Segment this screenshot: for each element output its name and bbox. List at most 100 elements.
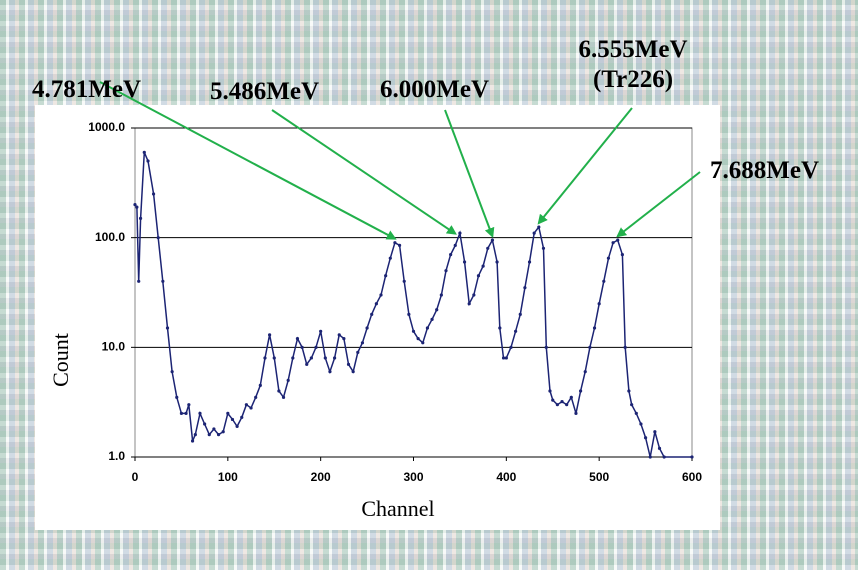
data-point: [490, 238, 495, 242]
data-point: [258, 383, 262, 387]
data-point: [190, 439, 195, 443]
data-point: [356, 350, 360, 354]
data-point: [560, 400, 564, 404]
data-point: [690, 455, 694, 459]
data-point: [179, 411, 184, 415]
data-point: [648, 455, 652, 459]
data-point: [305, 362, 309, 366]
data-point: [416, 337, 420, 341]
annotation-text: (Tr226): [593, 66, 673, 93]
data-point: [319, 329, 323, 333]
data-point: [216, 433, 221, 437]
data-point: [249, 406, 253, 410]
data-point: [634, 411, 638, 415]
data-point: [138, 216, 143, 220]
data-point: [184, 411, 188, 415]
data-point: [187, 403, 191, 407]
data-point: [606, 256, 611, 260]
data-point: [384, 274, 388, 278]
data-point: [137, 279, 141, 283]
data-point: [226, 411, 230, 415]
data-point: [133, 203, 137, 207]
data-point: [551, 398, 555, 402]
data-point: [439, 293, 443, 297]
data-point: [402, 279, 406, 283]
chart-area: [35, 105, 720, 530]
annotation-text: 5.486MeV: [210, 78, 319, 105]
data-point: [532, 231, 536, 235]
data-point: [453, 243, 457, 248]
data-point: [421, 341, 425, 345]
data-point: [425, 326, 430, 330]
data-point: [397, 243, 402, 248]
data-point: [309, 356, 313, 360]
data-point: [430, 317, 434, 321]
data-point: [379, 293, 383, 297]
y-tick-label: 10.0: [102, 340, 126, 354]
data-point: [370, 312, 374, 316]
data-point: [198, 411, 202, 415]
data-point: [527, 260, 532, 264]
data-point: [504, 356, 508, 360]
data-point: [514, 329, 518, 333]
data-point: [281, 395, 286, 399]
y-axis-label: Count: [48, 333, 73, 387]
data-point: [411, 329, 416, 333]
data-point: [616, 238, 620, 242]
data-point: [203, 422, 207, 426]
data-point: [286, 378, 290, 382]
annotation-text: 7.688MeV: [710, 157, 819, 184]
data-point: [462, 260, 467, 264]
data-point: [501, 356, 506, 360]
annotation-arrow: [444, 109, 495, 238]
data-point: [146, 159, 150, 163]
data-point: [444, 269, 448, 273]
data-point: [170, 370, 174, 374]
data-point: [472, 293, 476, 297]
data-point: [332, 356, 337, 360]
data-point: [495, 260, 499, 264]
data-point: [295, 337, 300, 341]
data-point: [588, 345, 592, 349]
x-tick-label: 0: [132, 470, 139, 484]
data-point: [597, 302, 601, 306]
x-tick-label: 200: [311, 470, 331, 484]
data-point: [611, 241, 615, 245]
data-point: [592, 326, 597, 330]
data-point: [314, 345, 318, 349]
data-point: [602, 279, 606, 283]
data-point: [165, 326, 170, 330]
annotation-arrow: [271, 109, 457, 235]
data-point: [388, 256, 392, 260]
data-point: [323, 356, 327, 360]
data-point: [263, 356, 267, 360]
data-point: [244, 403, 248, 407]
data-point: [365, 326, 369, 330]
data-point: [300, 345, 304, 349]
data-point: [175, 395, 179, 399]
data-point: [458, 231, 462, 235]
y-tick-label: 1000.0: [88, 120, 125, 134]
data-point: [653, 430, 657, 434]
data-point: [565, 403, 569, 407]
data-point: [235, 424, 239, 429]
y-tick-label: 100.0: [95, 230, 125, 244]
annotation-text: 4.781MeV: [32, 76, 141, 103]
data-point: [541, 246, 546, 250]
data-point: [193, 433, 197, 437]
data-point: [221, 430, 225, 434]
annotation-arrow: [99, 81, 397, 240]
data-point: [272, 356, 276, 360]
data-point: [579, 389, 583, 393]
annotation-text: 6.000MeV: [380, 76, 489, 103]
data-point: [207, 433, 211, 437]
annotation-arrow: [616, 171, 701, 238]
data-point: [135, 205, 139, 209]
data-point: [537, 225, 541, 229]
data-point: [643, 436, 648, 440]
data-point: [498, 326, 502, 330]
data-point: [291, 356, 295, 360]
data-point: [569, 395, 573, 399]
